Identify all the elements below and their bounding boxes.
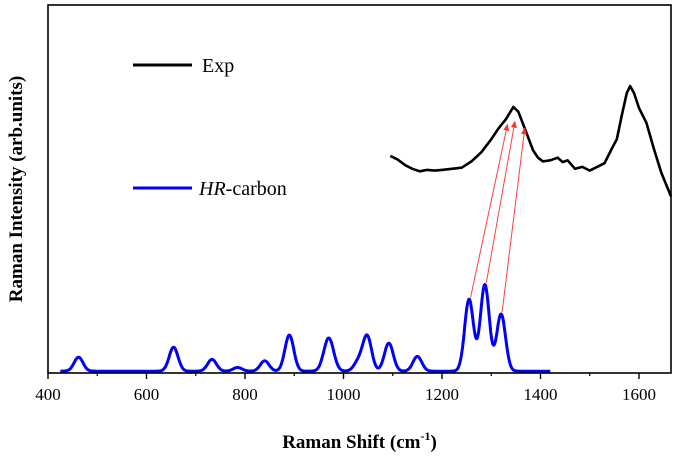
peak-shift-arrows <box>470 120 527 313</box>
peak-shift-arrow-1 <box>470 123 510 298</box>
peak-shift-arrow-3 <box>501 127 527 313</box>
plot-area <box>59 84 673 373</box>
x-tick-label-1000: 1000 <box>326 385 360 404</box>
x-axis: 400 600 800 1000 1200 1400 1600 <box>35 373 656 404</box>
x-tick-label-1400: 1400 <box>523 385 557 404</box>
series-exp-line <box>389 84 673 197</box>
peak-shift-arrow-2 <box>485 120 517 283</box>
x-tick-label-1600: 1600 <box>622 385 656 404</box>
legend-label-exp: Exp <box>202 55 234 77</box>
x-tick-label-400: 400 <box>35 385 61 404</box>
x-axis-label: Raman Shift (cm-1) <box>282 429 437 453</box>
y-axis-label: Raman Intensity (arb.units) <box>6 76 27 302</box>
x-tick-label-1200: 1200 <box>425 385 459 404</box>
legend-label-hr-carbon: HR-carbon <box>198 178 287 200</box>
series-hr-carbon-line <box>59 283 552 373</box>
x-tick-label-800: 800 <box>232 385 258 404</box>
plot-frame <box>47 4 672 374</box>
x-tick-label-600: 600 <box>134 385 160 404</box>
legend: Exp HR-carbon <box>133 55 287 200</box>
